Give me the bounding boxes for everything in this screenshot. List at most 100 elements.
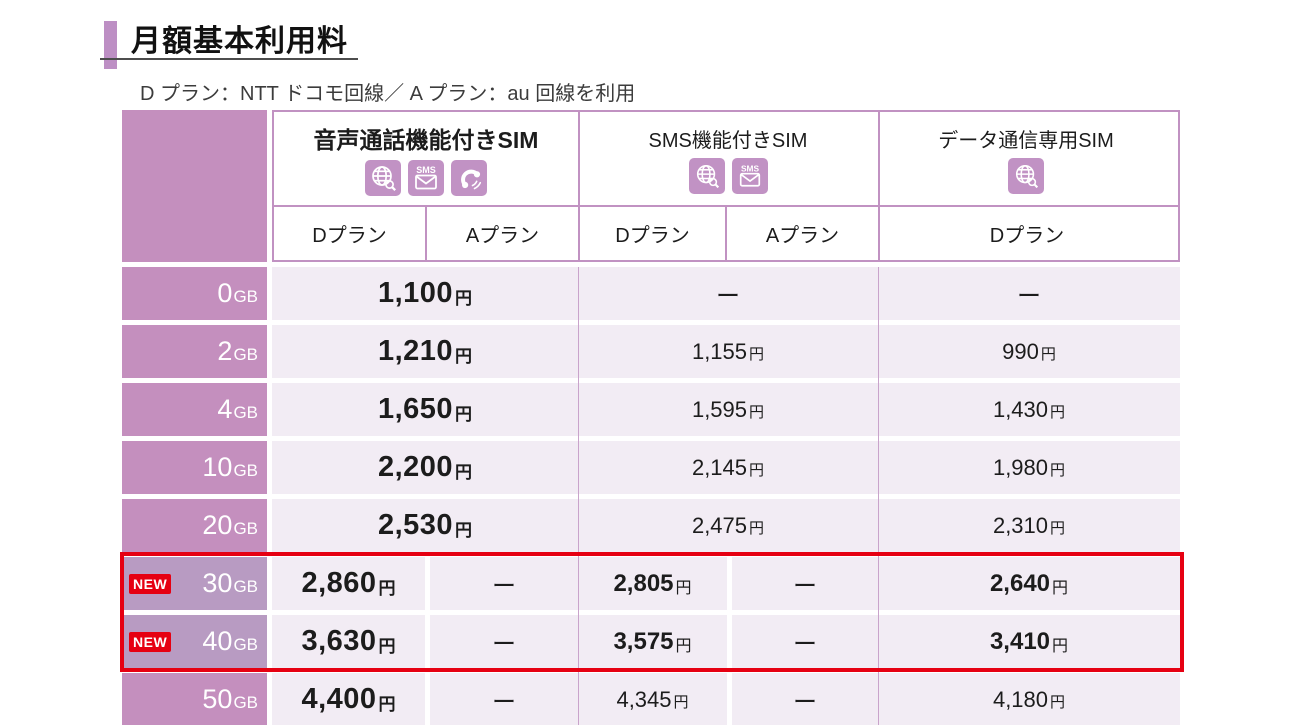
table-body: 0 GB 1,100 円 ー ー 2 GB 1,210 円 1,155 円 (122, 267, 1180, 725)
price-value: 2,805 (613, 569, 674, 597)
price-cell-data: 2,310 円 (878, 499, 1180, 552)
globe-icon (365, 160, 401, 196)
price-cell-sms: 1,595 円 (578, 383, 878, 436)
body-column-separator (878, 267, 879, 725)
price-value: 1,980 (992, 454, 1049, 480)
column-group-label: 音声通話機能付きSIM (313, 127, 539, 153)
table-row-4gb: 4 GB 1,650 円 1,595 円 1,430 円 (122, 383, 1180, 436)
sms-glyph-text: SMS (416, 165, 436, 175)
yen-suffix: 円 (675, 638, 692, 655)
yen-suffix: 円 (675, 580, 692, 597)
price-value: 3,410 (989, 627, 1051, 655)
globe-icon (1008, 157, 1044, 194)
new-badge: NEW (129, 573, 172, 594)
page-title: 月額基本利用料 (131, 24, 348, 59)
gb-size: 50 (202, 684, 233, 714)
header-subcolumn-divider (725, 207, 727, 260)
header-row-divider (274, 205, 1178, 207)
gb-unit: GB (233, 403, 258, 422)
price-cell-data: 4,180 円 (878, 673, 1180, 725)
table-row-10gb: 10 GB 2,200 円 2,145 円 1,980 円 (122, 441, 1180, 494)
price-cell-sms-d: 2,805 円 (578, 557, 727, 610)
yen-suffix: 円 (1050, 694, 1066, 711)
gb-size: 4 (217, 394, 233, 424)
price-cell-voice: 2,530 円 (272, 499, 578, 552)
gb-unit: GB (233, 461, 258, 480)
voice-sim-icons: SMS (365, 160, 487, 196)
gb-unit: GB (233, 693, 258, 712)
subcol-sms-d-plan: Dプラン (615, 225, 690, 247)
yen-suffix: 円 (1050, 462, 1066, 479)
table-row-50gb: 50 GB 4,400 円 ー 4,345 円 ー 4,180 円 (122, 673, 1180, 725)
row-label-cell: 0 GB (122, 267, 267, 320)
price-cell-data: 3,410 円 (878, 615, 1180, 668)
no-offer-dash: ー (793, 689, 817, 716)
header-subcolumn-divider (425, 207, 427, 260)
title-accent-bar (104, 21, 117, 69)
column-group-label: データ通信専用SIM (938, 129, 1114, 152)
plan-legend-subtitle: D プラン：NTT ドコモ回線／ A プラン：au 回線を利用 (140, 83, 636, 105)
price-value: 1,650 (377, 393, 454, 425)
price-cell-sms-a: ー (732, 557, 878, 610)
phone-icon (451, 160, 487, 196)
no-offer-dash: ー (1017, 283, 1041, 310)
sms-icon: SMS (408, 160, 444, 196)
yen-suffix: 円 (1050, 520, 1066, 537)
subcol-voice-d-plan: Dプラン (312, 225, 387, 247)
price-value: 4,400 (301, 683, 377, 715)
yen-suffix: 円 (749, 520, 765, 537)
yen-suffix: 円 (455, 405, 473, 424)
price-value: 1,430 (992, 396, 1049, 422)
new-badge: NEW (129, 631, 172, 652)
yen-suffix: 円 (749, 462, 765, 479)
sms-glyph-text: SMS (740, 163, 759, 173)
subcol-voice-a-plan: Aプラン (465, 225, 540, 247)
price-cell-data: ー (878, 267, 1180, 320)
table-row-20gb: 20 GB 2,530 円 2,475 円 2,310 円 (122, 499, 1180, 552)
price-cell-sms: 1,155 円 (578, 325, 878, 378)
price-cell-voice-a: ー (430, 557, 578, 610)
price-value: 2,200 (377, 451, 454, 483)
price-value: 3,575 (613, 627, 674, 655)
no-offer-dash: ー (492, 631, 516, 658)
yen-suffix: 円 (1040, 346, 1056, 363)
price-value: 2,145 (691, 454, 748, 480)
no-offer-dash: ー (793, 631, 817, 658)
gb-unit: GB (233, 635, 258, 654)
yen-suffix: 円 (455, 347, 473, 366)
yen-suffix: 円 (378, 695, 396, 714)
row-label-cell: 10 GB (122, 441, 267, 494)
gb-size: 20 (202, 510, 233, 540)
sms-sim-icons: SMS (688, 157, 768, 194)
yen-suffix: 円 (1052, 638, 1069, 655)
price-cell-data: 2,640 円 (878, 557, 1180, 610)
body-column-separator (578, 267, 579, 725)
title-underline (100, 58, 358, 60)
yen-suffix: 円 (749, 404, 765, 421)
table-row-30gb-new: NEW 30 GB 2,860 円 ー 2,805 円 ー 2,640 円 (122, 557, 1180, 610)
data-sim-icons (1008, 157, 1044, 194)
yen-suffix: 円 (455, 463, 473, 482)
header-column-divider (578, 112, 580, 260)
price-cell-voice: 1,210 円 (272, 325, 578, 378)
price-cell-sms-a: ー (732, 615, 878, 668)
price-cell-sms: ー (578, 267, 878, 320)
price-cell-sms-d: 4,345 円 (578, 673, 727, 725)
price-value: 1,595 (691, 396, 748, 422)
price-cell-sms: 2,145 円 (578, 441, 878, 494)
row-label-cell: 2 GB (122, 325, 267, 378)
gb-unit: GB (233, 287, 258, 306)
table-row-40gb-new: NEW 40 GB 3,630 円 ー 3,575 円 ー 3,410 円 (122, 615, 1180, 668)
price-cell-voice-d: 2,860 円 (272, 557, 425, 610)
table-header: 音声通話機能付きSIM (272, 110, 1180, 262)
table-row-0gb: 0 GB 1,100 円 ー ー (122, 267, 1180, 320)
subcol-sms-a-plan: Aプラン (765, 225, 840, 247)
yen-suffix: 円 (1050, 404, 1066, 421)
gb-size: 30 (202, 568, 233, 598)
price-cell-data: 1,430 円 (878, 383, 1180, 436)
price-value: 4,345 (616, 686, 672, 712)
yen-suffix: 円 (455, 521, 473, 540)
row-label-cell: 4 GB (122, 383, 267, 436)
price-cell-data: 990 円 (878, 325, 1180, 378)
